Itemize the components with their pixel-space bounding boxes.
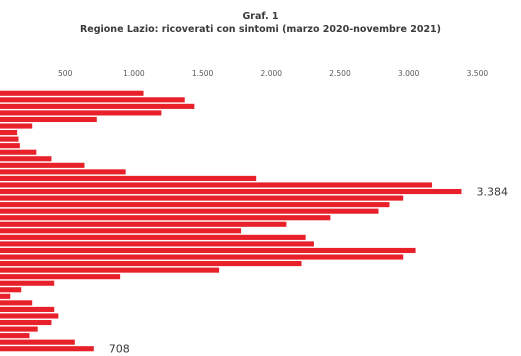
x-tick-label: 2.500 bbox=[329, 69, 351, 78]
bar bbox=[0, 202, 390, 208]
bar bbox=[0, 188, 462, 195]
bar bbox=[0, 110, 162, 116]
x-tick-label: 3.000 bbox=[398, 69, 420, 78]
data-label: 3.384 bbox=[476, 186, 508, 199]
chart-subtitle: Regione Lazio: ricoverati con sintomi (m… bbox=[79, 24, 442, 35]
x-tick-label: 1.500 bbox=[192, 69, 214, 78]
x-tick-label: 2.000 bbox=[261, 69, 283, 78]
bar bbox=[0, 90, 144, 96]
bar bbox=[0, 339, 75, 345]
bar bbox=[0, 313, 59, 319]
bar bbox=[0, 254, 404, 260]
bar bbox=[0, 221, 287, 227]
bar bbox=[0, 228, 242, 234]
bar bbox=[0, 175, 257, 181]
bar bbox=[0, 182, 433, 188]
chart-title: Graf. 1 bbox=[242, 11, 279, 22]
bar bbox=[0, 162, 85, 168]
bar bbox=[0, 287, 22, 293]
bar bbox=[0, 234, 306, 240]
bar bbox=[0, 195, 404, 201]
bar bbox=[0, 149, 37, 155]
bar bbox=[0, 346, 94, 352]
bar bbox=[0, 319, 52, 326]
bars bbox=[0, 90, 462, 352]
bar bbox=[0, 293, 11, 299]
bar bbox=[0, 333, 30, 339]
bar bbox=[0, 130, 18, 136]
bar bbox=[0, 169, 126, 175]
bar bbox=[0, 215, 331, 221]
bar bbox=[0, 306, 55, 312]
bar bbox=[0, 136, 19, 142]
bar bbox=[0, 280, 55, 286]
bar bbox=[0, 241, 314, 247]
x-tick-label: 1.000 bbox=[123, 69, 145, 78]
data-label: 708 bbox=[109, 343, 130, 356]
bar bbox=[0, 97, 185, 103]
bar bbox=[0, 103, 195, 109]
x-tick-label: 3.500 bbox=[467, 69, 489, 78]
bar bbox=[0, 300, 33, 306]
bar bbox=[0, 143, 20, 149]
x-tick-label: 500 bbox=[58, 69, 73, 78]
bar bbox=[0, 261, 302, 267]
bar bbox=[0, 267, 220, 273]
bar bbox=[0, 156, 52, 162]
x-axis-ticks: 500 1.000 1.500 2.000 2.500 3.000 3.500 bbox=[58, 69, 488, 78]
bar bbox=[0, 116, 97, 123]
bar bbox=[0, 274, 121, 280]
bar bbox=[0, 208, 379, 214]
bar bbox=[0, 247, 416, 254]
bar bbox=[0, 123, 33, 129]
bar bbox=[0, 326, 38, 332]
data-labels: 3.384 708 bbox=[109, 186, 508, 356]
